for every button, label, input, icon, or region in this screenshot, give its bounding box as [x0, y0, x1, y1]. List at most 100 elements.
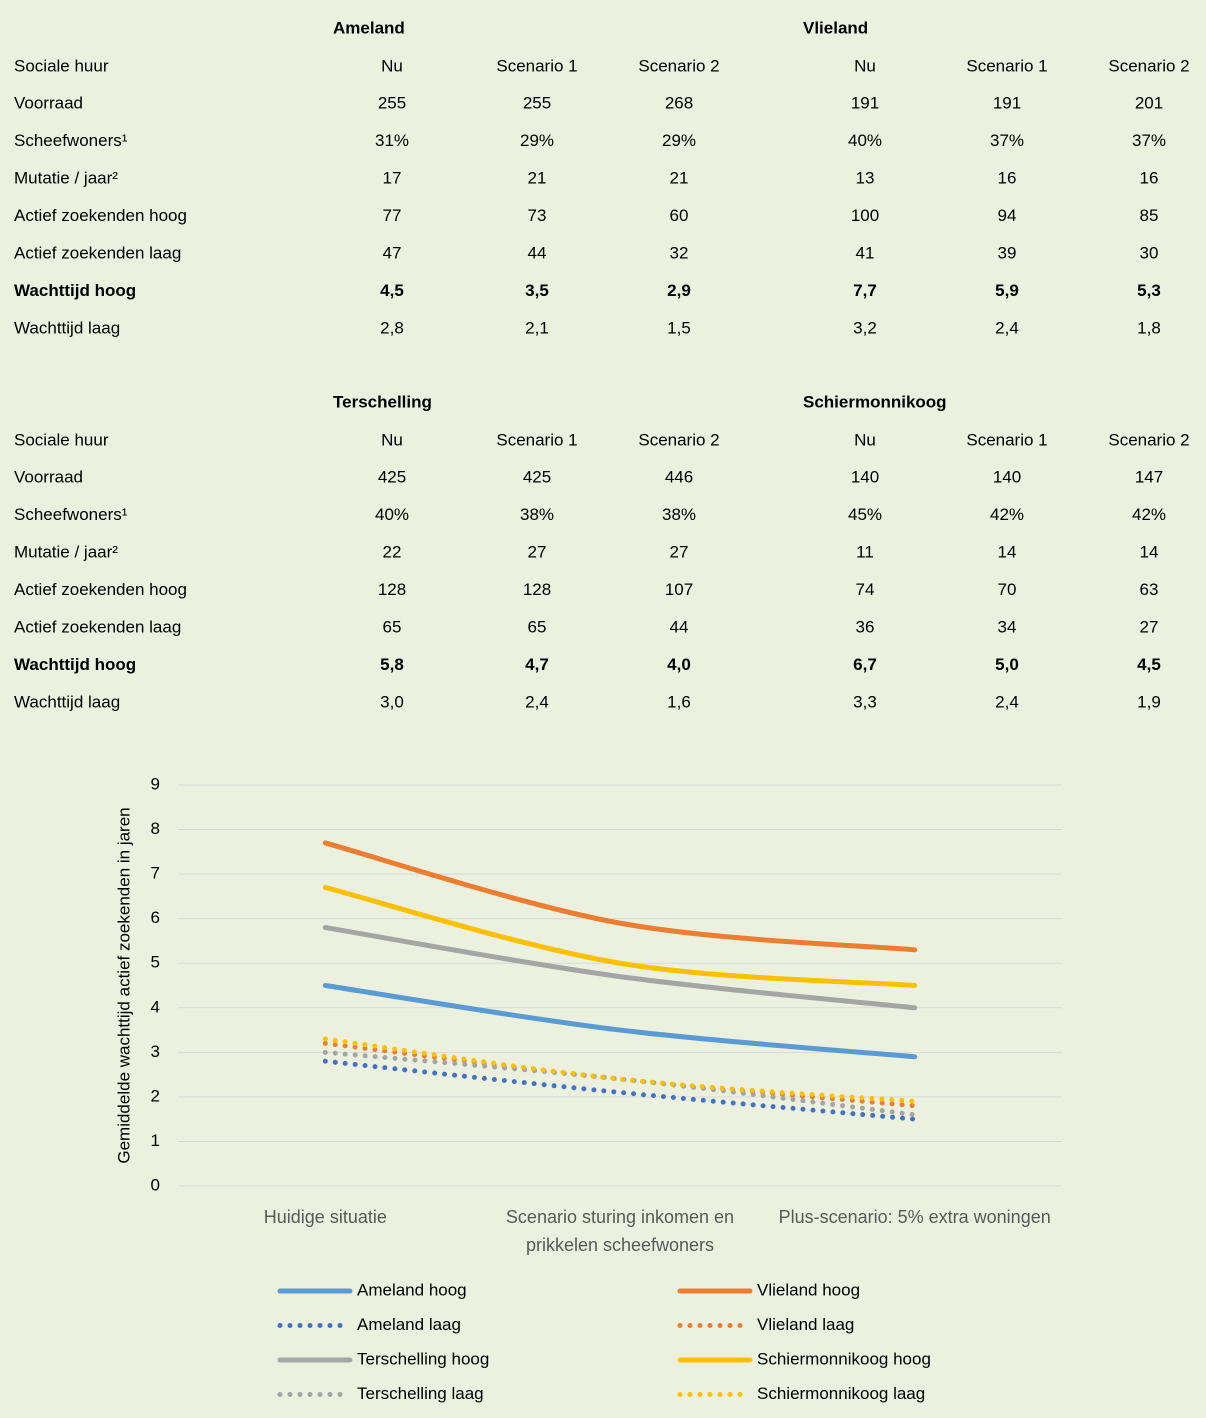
cell: 1,6: [667, 692, 691, 711]
cell: 40%: [375, 505, 409, 524]
group-header: Terschelling: [333, 392, 432, 411]
cell: 4,0: [667, 655, 691, 674]
line: [322, 840, 918, 953]
column-header: Scenario 1: [496, 430, 577, 449]
line: [322, 1036, 918, 1104]
cell: 2,4: [995, 692, 1019, 711]
row-label: Wachttijd laag: [14, 692, 120, 711]
cell: 34: [998, 617, 1017, 636]
cell: 13: [856, 168, 875, 187]
cell: 85: [1140, 206, 1159, 225]
cell: 191: [851, 93, 879, 112]
column-header: Nu: [854, 56, 876, 75]
row-label: Wachttijd hoog: [14, 281, 136, 300]
legend-label: Ameland laag: [357, 1315, 461, 1334]
cell: 29%: [520, 131, 554, 150]
cell: 94: [998, 206, 1017, 225]
cell: 27: [528, 542, 547, 561]
cell: 63: [1140, 580, 1159, 599]
cell: 6,7: [853, 655, 877, 674]
y-tick-label: 6: [151, 908, 160, 927]
group-header: Ameland: [333, 18, 405, 37]
cell: 65: [528, 617, 547, 636]
cell: 4,5: [380, 281, 404, 300]
cell: 74: [856, 580, 875, 599]
cell: 5,0: [995, 655, 1019, 674]
cell: 16: [1140, 168, 1159, 187]
cell: 38%: [520, 505, 554, 524]
row-label: Voorraad: [14, 93, 83, 112]
cell: 3,5: [525, 281, 549, 300]
cell: 44: [528, 243, 547, 262]
cell: 2,9: [667, 281, 691, 300]
cell: 201: [1135, 93, 1163, 112]
cell: 3,2: [853, 318, 877, 337]
row-label: Mutatie / jaar²: [14, 168, 118, 187]
legend-label: Schiermonnikoog laag: [757, 1384, 925, 1403]
row-label: Mutatie / jaar²: [14, 542, 118, 561]
cell: 77: [383, 206, 402, 225]
column-header: Scenario 2: [1108, 56, 1189, 75]
column-header: Scenario 2: [638, 56, 719, 75]
cell: 2,4: [995, 318, 1019, 337]
cell: 65: [383, 617, 402, 636]
cell: 37%: [990, 131, 1024, 150]
cell: 446: [665, 467, 693, 486]
cell: 21: [670, 168, 689, 187]
cell: 45%: [848, 505, 882, 524]
cell: 44: [670, 617, 689, 636]
cell: 107: [665, 580, 693, 599]
y-tick-label: 0: [151, 1175, 160, 1194]
row-label: Wachttijd laag: [14, 318, 120, 337]
cell: 16: [998, 168, 1017, 187]
y-tick-label: 4: [151, 997, 160, 1016]
cell: 5,3: [1137, 281, 1161, 300]
cell: 1,5: [667, 318, 691, 337]
cell: 140: [993, 467, 1021, 486]
line: [322, 1049, 918, 1118]
column-header: Nu: [854, 430, 876, 449]
y-tick-label: 3: [151, 1042, 160, 1061]
column-header: Nu: [381, 56, 403, 75]
cell: 425: [523, 467, 551, 486]
column-header: Scenario 1: [496, 56, 577, 75]
cell: 21: [528, 168, 547, 187]
line: [322, 884, 918, 988]
cell: 1,9: [1137, 692, 1161, 711]
cell: 5,9: [995, 281, 1019, 300]
cell: 73: [528, 206, 547, 225]
line: [322, 925, 918, 1011]
line: [322, 1058, 918, 1122]
cell: 3,3: [853, 692, 877, 711]
legend-label: Schiermonnikoog hoog: [757, 1349, 931, 1368]
legend-label: Ameland hoog: [357, 1280, 467, 1299]
cell: 36: [856, 617, 875, 636]
cell: 60: [670, 206, 689, 225]
cell: 147: [1135, 467, 1163, 486]
cell: 22: [383, 542, 402, 561]
cell: 7,7: [853, 281, 877, 300]
y-tick-label: 7: [151, 864, 160, 883]
cell: 5,8: [380, 655, 404, 674]
x-tick-label: Scenario sturing inkomen en prikkelen sc…: [505, 1207, 735, 1255]
y-tick-label: 9: [151, 774, 160, 793]
cell: 14: [1140, 542, 1159, 561]
cell: 42%: [990, 505, 1024, 524]
legend-label: Terschelling laag: [357, 1384, 484, 1403]
cell: 17: [383, 168, 402, 187]
y-tick-label: 2: [151, 1086, 160, 1105]
column-header: Sociale huur: [14, 430, 109, 449]
cell: 37%: [1132, 131, 1166, 150]
column-header: Scenario 2: [638, 430, 719, 449]
cell: 255: [378, 93, 406, 112]
legend-label: Terschelling hoog: [357, 1349, 489, 1368]
cell: 191: [993, 93, 1021, 112]
column-header: Scenario 2: [1108, 430, 1189, 449]
column-header: Scenario 1: [966, 56, 1047, 75]
line: [322, 1040, 918, 1109]
cell: 140: [851, 467, 879, 486]
column-header: Sociale huur: [14, 56, 109, 75]
group-header: Vlieland: [803, 18, 868, 37]
